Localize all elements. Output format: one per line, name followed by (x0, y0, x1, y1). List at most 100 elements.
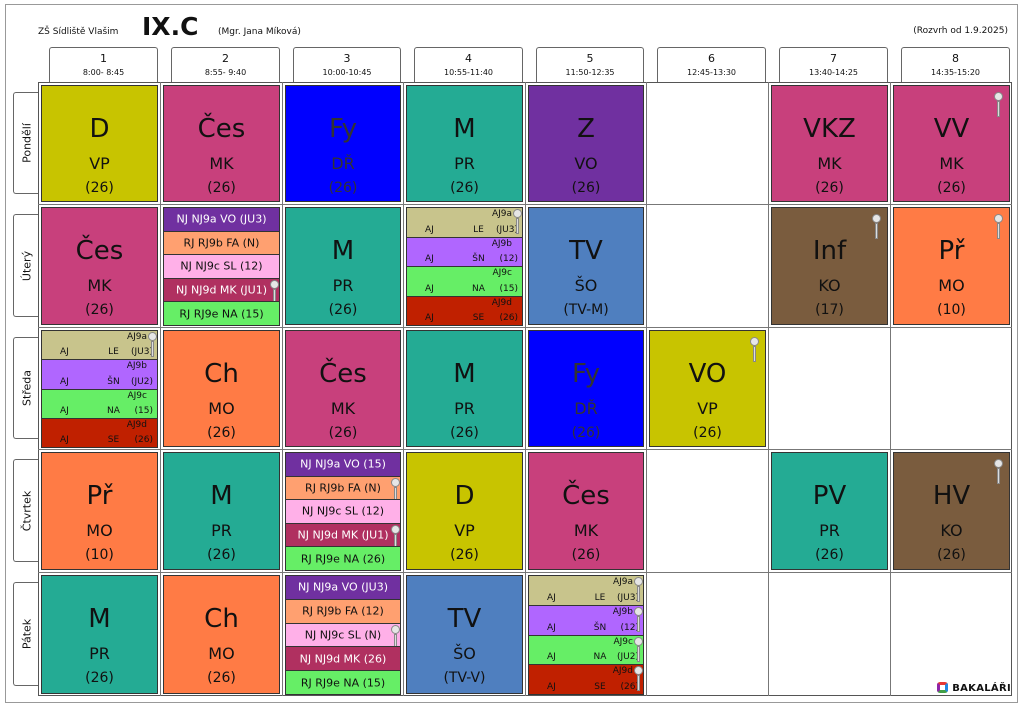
split-lesson-row[interactable]: NJ NJ9d MK (JU1) (285, 522, 401, 550)
key-icon-head (634, 606, 643, 616)
lesson-room: (26) (815, 547, 844, 563)
group-lesson-row[interactable]: AJ9d AJ SE (26) (41, 417, 158, 448)
period-number: 2 (222, 52, 229, 65)
group-lesson-row[interactable]: AJ9c AJ NA (JU2) (528, 634, 644, 666)
group-lesson-row[interactable]: AJ9b AJ ŠN (JU2) (41, 359, 158, 390)
group-name: AJ9d (491, 297, 512, 308)
lesson-subj: Ch (204, 359, 239, 389)
group-lesson-row[interactable]: AJ9d AJ SE (26) (528, 664, 644, 695)
lesson-cell[interactable]: Ch MO (26) (163, 330, 280, 447)
lesson-tch: PR (819, 521, 840, 540)
group-subject: AJ (547, 592, 556, 603)
group-lesson-row[interactable]: AJ9c AJ NA (15) (41, 388, 158, 419)
group-lesson-row[interactable]: AJ9b AJ ŠN (12) (406, 236, 523, 267)
lesson-cell[interactable]: Z VO (26) (528, 85, 644, 202)
group-subject: AJ (60, 376, 69, 387)
grid-hline (38, 449, 1012, 450)
group-name: AJ9d (612, 666, 633, 677)
split-lesson-row[interactable]: NJ NJ9a VO (15) (285, 452, 401, 477)
split-lesson-row[interactable]: RJ RJ9e NA (15) (163, 301, 280, 326)
lesson-cell[interactable]: HV KO (26) (893, 452, 1010, 570)
grid-vline (525, 82, 526, 696)
bakalari-logo-icon (937, 682, 949, 693)
lesson-tch: DŘ (331, 154, 355, 173)
lesson-cell[interactable]: Fy DŘ (26) (285, 85, 401, 202)
lesson-cell[interactable]: TV ŠO (TV-V) (406, 575, 523, 694)
split-lesson-text: NJ NJ9c SL (12) (301, 504, 385, 518)
group-lesson-row[interactable]: AJ9c AJ NA (15) (406, 266, 523, 297)
lesson-cell[interactable]: D VP (26) (406, 452, 523, 570)
lesson-cell[interactable]: Př MO (10) (893, 207, 1010, 325)
period-number: 3 (343, 52, 351, 65)
lesson-cell[interactable]: PV PR (26) (771, 452, 888, 570)
split-lesson-cell[interactable]: NJ NJ9a VO (15) RJ RJ9b FA (N) NJ NJ9c SL … (285, 452, 401, 571)
lesson-cell[interactable]: Př MO (10) (41, 452, 158, 570)
group-lesson-row[interactable]: AJ9a AJ LE (JU3) (528, 575, 644, 606)
lesson-subj: VO (688, 359, 727, 389)
lesson-subj: TV (569, 236, 603, 266)
split-lesson-row[interactable]: RJ RJ9b FA (12) (285, 598, 401, 624)
group-lesson-row[interactable]: AJ9a AJ LE (JU3) (406, 207, 523, 238)
lesson-cell[interactable]: D VP (26) (41, 85, 158, 202)
lesson-cell[interactable]: VKZ MK (26) (771, 85, 888, 202)
group-teacher: SE (472, 313, 485, 323)
lesson-tch: KO (940, 521, 963, 540)
lesson-cell[interactable]: Ch MO (26) (163, 575, 280, 694)
valid-from: (Rozvrh od 1.9.2025) (913, 26, 1008, 36)
group-lesson-row[interactable]: AJ9a AJ LE (JU3) (41, 330, 158, 361)
lesson-cell[interactable]: Čes MK (26) (285, 330, 401, 447)
split-lesson-row[interactable]: NJ NJ9d MK (JU1) (163, 277, 280, 305)
lesson-cell[interactable]: VV MK (26) (893, 85, 1010, 202)
lesson-cell[interactable]: Čes MK (26) (528, 452, 644, 570)
split-lesson-row[interactable]: NJ NJ9c SL (12) (163, 254, 280, 279)
period-number: 1 (100, 52, 107, 65)
group-lesson-row[interactable]: AJ9b AJ ŠN (12) (528, 604, 644, 636)
split-lesson-cell[interactable]: NJ NJ9a VO (JU3) RJ RJ9b FA (N) NJ NJ9c SL… (163, 207, 280, 326)
lesson-cell[interactable]: TV ŠO (TV-M) (528, 207, 644, 325)
lesson-cell[interactable]: Čes MK (26) (163, 85, 280, 202)
lesson-tch: ŠO (453, 644, 476, 663)
split-lesson-row[interactable]: NJ NJ9a VO (JU3) (285, 575, 401, 600)
lesson-tch: PR (89, 644, 110, 663)
group-subject: AJ (547, 652, 556, 663)
lesson-tch: KO (818, 276, 841, 295)
lesson-cell[interactable]: M PR (26) (163, 452, 280, 570)
split-lesson-row[interactable]: NJ NJ9c SL (N) (285, 622, 401, 650)
split-lesson-row[interactable]: RJ RJ9b FA (N) (163, 230, 280, 256)
group-lesson-row[interactable]: AJ9d AJ SE (26) (406, 295, 523, 326)
lesson-cell[interactable]: M PR (26) (406, 330, 523, 447)
lesson-cell[interactable]: Fy DŘ (26) (528, 330, 644, 447)
group-room: (15) (499, 283, 518, 294)
key-icon (634, 577, 643, 602)
key-icon-head (391, 524, 400, 534)
period-number: 6 (708, 52, 715, 65)
lesson-room: (26) (85, 180, 114, 196)
split-lesson-row[interactable]: RJ RJ9e NA (26) (285, 546, 401, 571)
lesson-tch: PR (211, 521, 232, 540)
lesson-room: (26) (450, 547, 479, 563)
lesson-cell[interactable]: Inf KO (17) (771, 207, 888, 325)
grid-vline (403, 82, 404, 696)
lesson-tch: MO (86, 521, 113, 540)
split-lesson-text: NJ NJ9c SL (12) (180, 259, 263, 273)
split-lesson-row[interactable]: RJ RJ9b FA (N) (285, 475, 401, 503)
lesson-cell[interactable]: M PR (26) (285, 207, 401, 325)
period-time: 11:50-12:35 (565, 68, 615, 77)
lesson-cell[interactable]: Čes MK (26) (41, 207, 158, 325)
split-lesson-row[interactable]: RJ RJ9e NA (15) (285, 670, 401, 695)
split-lesson-row[interactable]: NJ NJ9a VO (JU3) (163, 207, 280, 232)
split-lesson-row[interactable]: NJ NJ9c SL (12) (285, 499, 401, 524)
lesson-tch: MK (939, 154, 964, 173)
split-lesson-row[interactable]: NJ NJ9d MK (26) (285, 646, 401, 672)
lesson-cell[interactable]: VO VP (26) (649, 330, 766, 447)
key-icon (634, 666, 643, 692)
lesson-cell[interactable]: M PR (26) (41, 575, 158, 694)
key-icon (994, 92, 1003, 117)
group-lesson-cell[interactable]: AJ9a AJ LE (JU3) AJ9b AJ ŠN (12) AJ9c AJ NA (JU2) AJ… (528, 575, 644, 695)
group-lesson-cell[interactable]: AJ9a AJ LE (JU3) AJ9b AJ ŠN (JU2) AJ9c AJ NA (15) AJ… (41, 330, 158, 448)
lesson-tch: PR (332, 276, 354, 295)
lesson-cell[interactable]: M PR (26) (406, 85, 523, 202)
group-lesson-cell[interactable]: AJ9a AJ LE (JU3) AJ9b AJ ŠN (12) AJ9c AJ NA (15) AJ9… (406, 207, 523, 326)
split-lesson-cell[interactable]: NJ NJ9a VO (JU3) RJ RJ9b FA (12) NJ NJ9c S… (285, 575, 401, 695)
lesson-room: (26) (85, 302, 114, 318)
